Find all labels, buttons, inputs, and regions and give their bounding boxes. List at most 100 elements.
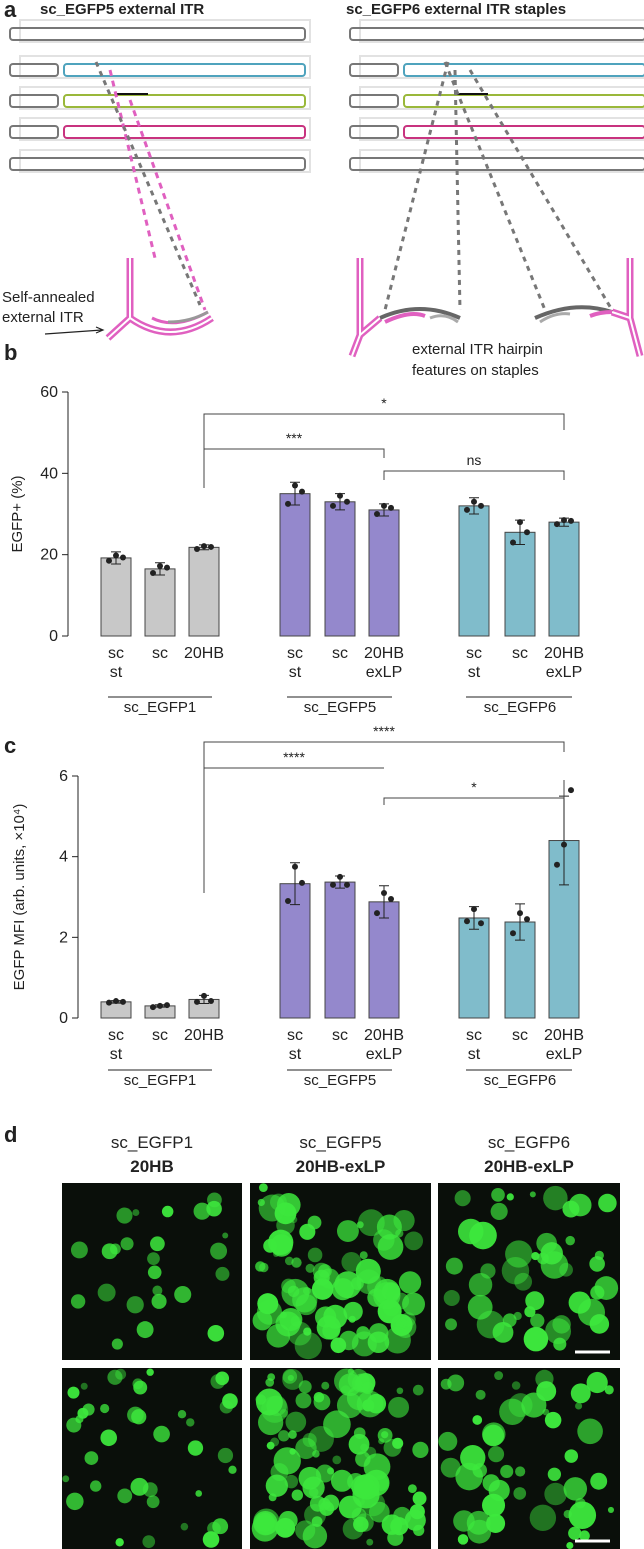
cell	[392, 1292, 410, 1310]
cell	[511, 1381, 521, 1390]
x-tick-label: st	[468, 1046, 481, 1063]
data-point	[292, 863, 298, 870]
cell	[298, 1380, 312, 1394]
cell	[351, 1373, 372, 1393]
cell	[544, 1411, 562, 1429]
cell	[486, 1513, 506, 1533]
cell	[255, 1388, 283, 1416]
x-tick-label: st	[289, 664, 302, 681]
x-tick-label: sc	[332, 645, 348, 662]
cell	[564, 1449, 579, 1463]
cell	[351, 1331, 377, 1357]
column-title: sc_EGFP1	[111, 1133, 193, 1152]
helix-ghost	[359, 149, 644, 173]
cell	[440, 1457, 461, 1478]
helix	[9, 157, 306, 171]
cell	[542, 1408, 550, 1416]
cell	[195, 1490, 203, 1497]
data-point	[157, 563, 163, 570]
cell	[136, 1321, 154, 1339]
significance-label: ns	[467, 452, 482, 468]
cell	[440, 1378, 452, 1390]
data-point	[510, 539, 516, 546]
cell	[341, 1252, 362, 1272]
y-tick-label: 20	[40, 547, 58, 564]
panel-title: sc_EGFP6 external ITR staples	[346, 1, 566, 18]
cell	[270, 1193, 287, 1211]
data-point	[201, 992, 207, 999]
cell	[607, 1506, 615, 1513]
cell	[589, 1256, 605, 1272]
cell	[348, 1433, 370, 1455]
cell	[381, 1514, 403, 1535]
cell	[222, 1232, 229, 1239]
helix	[403, 94, 644, 108]
cell	[412, 1491, 427, 1506]
cell	[543, 1185, 568, 1211]
bar	[100, 1001, 132, 1019]
data-point	[106, 999, 112, 1006]
cell	[270, 1234, 293, 1257]
bar	[458, 505, 490, 637]
cell	[265, 1474, 289, 1497]
group-label: sc_EGFP5	[304, 699, 377, 716]
cell	[334, 1368, 359, 1394]
x-tick-label: sc	[152, 1027, 168, 1044]
data-point	[120, 554, 126, 561]
cell	[396, 1387, 404, 1395]
panel-label: b	[4, 340, 17, 365]
cell	[336, 1220, 359, 1243]
data-point	[388, 504, 394, 511]
cell	[472, 1415, 483, 1425]
cell	[180, 1522, 189, 1531]
cell	[468, 1273, 493, 1297]
origami-schematic	[9, 19, 644, 173]
cell	[494, 1371, 504, 1381]
data-point	[157, 1002, 163, 1009]
cell	[524, 1306, 536, 1318]
significance-label: *	[471, 779, 477, 795]
data-point	[292, 482, 298, 489]
data-point	[471, 906, 477, 913]
column-title: sc_EGFP6	[488, 1133, 570, 1152]
cell	[563, 1477, 588, 1501]
cell	[147, 1252, 160, 1265]
y-tick-label: 2	[59, 929, 68, 946]
cell	[529, 1504, 557, 1531]
data-point	[561, 841, 567, 848]
data-point	[113, 552, 119, 559]
cell	[594, 1276, 619, 1300]
cell	[488, 1446, 505, 1463]
cell	[545, 1318, 572, 1345]
cell	[206, 1200, 222, 1217]
cell	[577, 1418, 603, 1445]
cell	[392, 1437, 404, 1449]
cell	[212, 1518, 229, 1535]
cell	[508, 1393, 533, 1418]
bar	[504, 531, 536, 637]
cell	[303, 1327, 312, 1336]
helix	[9, 63, 59, 77]
cell	[547, 1467, 562, 1481]
data-point	[337, 873, 343, 880]
cell	[62, 1475, 70, 1483]
cell	[215, 1266, 230, 1281]
data-point	[554, 861, 560, 868]
bar	[144, 568, 176, 637]
cell	[285, 1411, 307, 1433]
cell	[177, 1409, 187, 1419]
cell	[279, 1307, 303, 1332]
cell	[408, 1484, 417, 1494]
cell	[70, 1241, 88, 1259]
x-tick-label: sc	[466, 645, 482, 662]
cell	[475, 1389, 486, 1400]
data-point	[106, 557, 112, 564]
helix-ghost	[19, 86, 311, 110]
y-tick-label: 6	[59, 768, 68, 785]
cell	[109, 1243, 121, 1255]
cell	[146, 1495, 160, 1509]
cell	[66, 1492, 84, 1511]
cell	[331, 1278, 354, 1301]
cell	[287, 1374, 294, 1382]
cell	[514, 1272, 533, 1291]
